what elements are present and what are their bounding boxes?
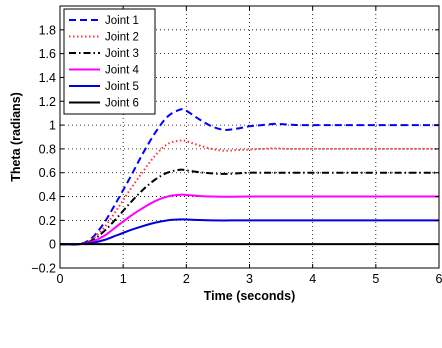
series-line-joint-2 xyxy=(59,139,439,246)
axis-ticks: 0 1 2 3 4 5 6−0.200.20.40.60.811.21.41.61.8 xyxy=(31,6,442,286)
legend-label: Joint 1 xyxy=(105,15,139,27)
y-tick-label: 1.8 xyxy=(39,23,56,37)
y-tick-label: 1.6 xyxy=(39,47,56,61)
x-tick-label: 1 xyxy=(120,272,127,286)
series-line-joint-5 xyxy=(59,218,439,246)
y-tick-label: 0.6 xyxy=(39,166,56,180)
y-tick-label: 1 xyxy=(49,119,56,133)
y-tick-label: 0.8 xyxy=(39,142,56,156)
x-axis-label: Time (seconds) xyxy=(204,289,295,303)
legend-label: Joint 6 xyxy=(105,98,139,110)
x-tick-label: 4 xyxy=(309,272,316,286)
y-tick-label: −0.2 xyxy=(31,262,56,276)
series-lines xyxy=(59,108,439,246)
y-tick-label: 1.4 xyxy=(39,71,56,85)
y-tick-label: 0.2 xyxy=(39,214,56,228)
legend-label: Joint 3 xyxy=(105,48,139,60)
series-line-joint-4 xyxy=(59,193,439,246)
y-tick-label: 0 xyxy=(49,238,56,252)
series-line-joint-1 xyxy=(59,108,439,246)
legend: Joint 1 Joint 2 Joint 3 Joint 4 Joint 5 Joint… xyxy=(63,8,156,115)
series-line-joint-3 xyxy=(59,168,439,246)
legend-label: Joint 4 xyxy=(105,65,139,77)
x-tick-label: 2 xyxy=(183,272,190,286)
legend-box xyxy=(63,8,156,115)
x-tick-label: 6 xyxy=(436,272,442,286)
y-tick-label: 0.4 xyxy=(39,190,56,204)
y-axis-label: Theta (radians) xyxy=(9,92,23,182)
x-tick-label: 0 xyxy=(57,272,64,286)
x-tick-label: 3 xyxy=(246,272,253,286)
x-tick-label: 5 xyxy=(372,272,379,286)
y-tick-label: 1.2 xyxy=(39,95,56,109)
legend-label: Joint 2 xyxy=(105,32,139,44)
legend-label: Joint 5 xyxy=(105,81,139,93)
